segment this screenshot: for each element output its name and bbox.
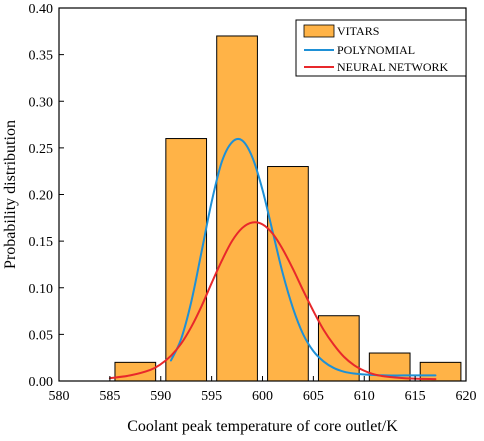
x-tick-label: 595 (201, 389, 222, 404)
y-axis: 0.00 0.05 0.10 0.15 0.20 0.25 0.30 0.35 0.40 (29, 2, 64, 390)
bar-4 (317, 315, 360, 382)
x-tick-label: 580 (49, 389, 70, 404)
x-axis-title: Coolant peak temperature of core outlet/… (127, 418, 398, 435)
series-line-polynomial (169, 137, 437, 377)
y-tick-label: 0.30 (29, 95, 54, 110)
legend-swatch-vitars (303, 24, 335, 38)
x-axis: 580 585 590 595 600 605 610 615 620 (49, 376, 477, 404)
legend-label-neural-network: NEURAL NETWORK (337, 60, 449, 74)
legend: VITARS POLYNOMIAL NEURAL NETWORK (295, 19, 467, 77)
y-tick-label: 0.40 (29, 2, 54, 17)
x-tick-label: 620 (456, 389, 477, 404)
y-axis-title: Probability distribution (2, 120, 19, 269)
y-tick-label: 0.25 (29, 142, 54, 157)
y-tick-label: 0.10 (29, 282, 54, 297)
y-tick-label: 0.35 (29, 49, 54, 64)
series-line-neural-network (108, 221, 437, 381)
y-tick-label: 0.20 (29, 189, 54, 204)
bar-0 (114, 361, 157, 382)
bar-3 (267, 166, 309, 382)
x-tick-label: 610 (354, 389, 375, 404)
y-tick-label: 0.05 (29, 328, 54, 343)
x-tick-label: 600 (252, 389, 273, 404)
x-tick-label: 590 (150, 389, 171, 404)
y-tick-label: 0.15 (29, 235, 54, 250)
bar-2 (216, 35, 258, 382)
legend-label-polynomial: POLYNOMIAL (337, 43, 415, 57)
lines-layer (108, 137, 437, 381)
legend-label-vitars: VITARS (337, 24, 379, 38)
bars-layer (114, 35, 462, 382)
x-tick-label: 605 (303, 389, 324, 404)
x-tick-label: 615 (405, 389, 426, 404)
x-tick-label: 585 (99, 389, 120, 404)
y-tick-label: 0.00 (29, 375, 54, 390)
